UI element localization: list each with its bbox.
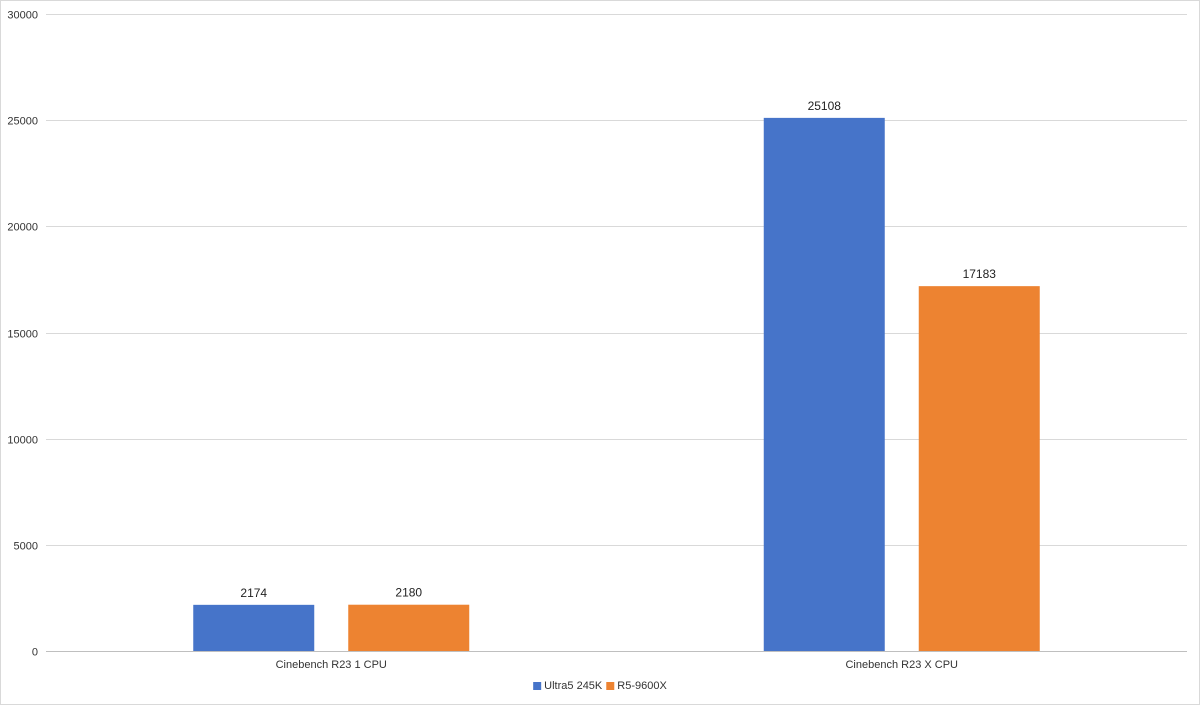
data-label: 2180 — [395, 586, 422, 600]
data-label: 17183 — [963, 267, 997, 281]
y-tick-label: 0 — [32, 647, 38, 659]
y-tick-label: 20000 — [7, 222, 38, 234]
bar-r5-9600x-0 — [348, 604, 470, 651]
y-tick-label: 30000 — [7, 10, 38, 22]
data-label: 2174 — [240, 586, 267, 600]
legend-label: R5-9600X — [617, 680, 667, 692]
x-tick-label: Cinebench R23 1 CPU — [276, 659, 387, 671]
y-tick-label: 10000 — [7, 435, 38, 447]
bar-ultra5-245k-0 — [193, 604, 315, 651]
gridlines — [46, 14, 1187, 652]
legend-label: Ultra5 245K — [544, 680, 603, 692]
legend-swatch — [606, 682, 615, 690]
data-labels: 2174 2180 25108 17183 — [240, 99, 996, 600]
bar-r5-9600x-1 — [918, 286, 1040, 651]
x-axis-tick-labels: Cinebench R23 1 CPU Cinebench R23 X CPU — [276, 659, 958, 671]
bar-ultra5-245k-1 — [763, 117, 885, 651]
x-tick-label: Cinebench R23 X CPU — [845, 659, 958, 671]
legend: Ultra5 245K R5-9600X — [533, 680, 667, 692]
y-axis-tick-labels: 0 5000 10000 15000 20000 25000 30000 — [7, 10, 38, 659]
bars — [193, 117, 1040, 651]
y-tick-label: 15000 — [7, 329, 38, 341]
y-tick-label: 25000 — [7, 116, 38, 128]
data-label: 25108 — [808, 99, 842, 113]
legend-swatch — [533, 682, 542, 690]
y-tick-label: 5000 — [14, 541, 38, 553]
